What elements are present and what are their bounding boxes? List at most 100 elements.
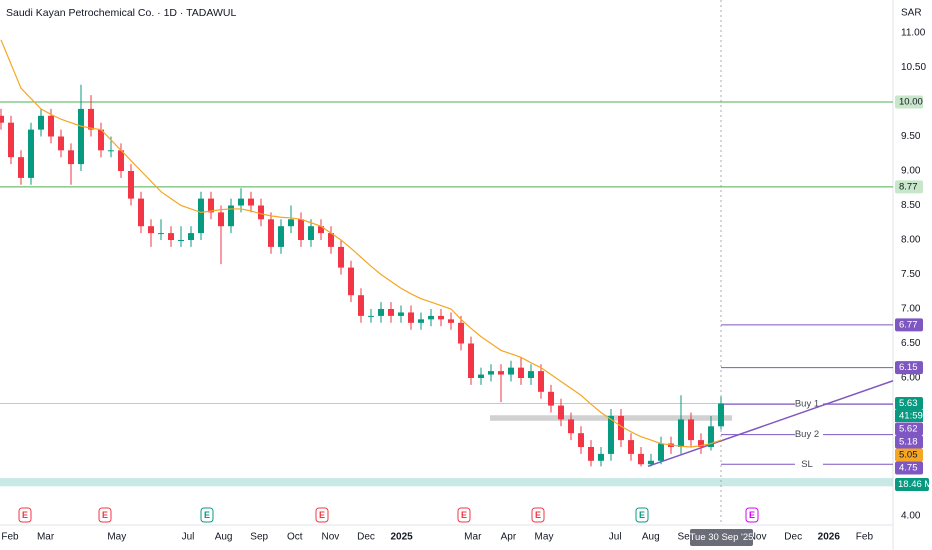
target-label: 6.77 (899, 319, 918, 330)
event-icon (531, 507, 545, 523)
y-tick-label: 11.00 (901, 28, 926, 39)
candle-body (118, 150, 124, 171)
candle-body (538, 371, 544, 392)
event-label: E (639, 510, 645, 520)
moving-average (0, 39, 722, 448)
candle-body (348, 267, 354, 296)
currency: SAR (901, 8, 922, 19)
candle-body (88, 108, 94, 130)
order-label: 4.75 (899, 463, 918, 474)
event-label: E (204, 510, 210, 520)
x-tick-label: May (535, 532, 554, 543)
event-icon (315, 507, 329, 523)
candle-body (568, 419, 574, 434)
target-label: 6.15 (899, 362, 918, 373)
event-label: E (461, 510, 467, 520)
event-label: E (102, 510, 108, 520)
y-tick-label: 7.50 (901, 269, 921, 280)
current-label-bg (895, 397, 923, 411)
y-tick-label: 9.00 (901, 166, 921, 177)
candle-body (508, 367, 514, 375)
candle-body (308, 226, 314, 240)
event-label: E (535, 510, 541, 520)
y-tick-label: 9.50 (901, 131, 921, 142)
candle-body (108, 150, 114, 152)
candle-body (598, 453, 604, 461)
y-tick-label: 8.50 (901, 200, 921, 211)
candle-body (608, 415, 614, 454)
candle-body (328, 233, 334, 247)
candle-body (498, 371, 504, 375)
x-tick-label: Dec (357, 532, 375, 543)
candle-body (648, 460, 654, 465)
x-tick-label: Jul (609, 532, 622, 543)
y-tick-label: 6.00 (901, 373, 921, 384)
candle-body (58, 136, 64, 151)
candle-body (128, 171, 134, 199)
crosshair-date: Tue 30 Sep '25 (690, 532, 754, 543)
order-name: Buy 1 (795, 399, 819, 410)
candle-body (258, 205, 264, 220)
candle-body (368, 315, 374, 317)
x-tick-label: Sep (678, 532, 696, 543)
candle-body (98, 129, 104, 151)
x-tick-label: Nov (322, 532, 340, 543)
candle-body (78, 108, 84, 165)
order-label: 5.18 (899, 437, 918, 448)
ma-label-bg (895, 448, 923, 462)
order-name: SL (801, 459, 813, 470)
candle-body (578, 433, 584, 447)
candle-body (618, 415, 624, 441)
candle-body (678, 419, 684, 447)
candle-body (528, 371, 534, 378)
candle-body (698, 440, 704, 447)
event-icon (457, 507, 471, 523)
x-tick-label: 2025 (390, 532, 413, 543)
x-tick-label: Aug (642, 532, 660, 543)
event-icon (200, 507, 214, 523)
x-tick-label: Sep (250, 532, 268, 543)
candle-body (548, 391, 554, 406)
crosshair-date-bg (690, 529, 753, 546)
candle-body (268, 219, 274, 247)
x-tick-label: Oct (287, 532, 303, 543)
candle-body (488, 371, 494, 375)
x-tick-label: Aug (215, 532, 233, 543)
candle-body (518, 367, 524, 378)
order-label-bg (895, 422, 923, 436)
candle-body (68, 150, 74, 165)
order-label-bg (895, 435, 923, 449)
base-zone (0, 478, 893, 487)
x-tick-label: Mar (37, 532, 55, 543)
event-icon (18, 507, 32, 523)
candle-body (208, 198, 214, 213)
order-label-bg (895, 461, 923, 475)
support-label: 10.00 (899, 97, 923, 108)
target-label-bg (895, 318, 923, 332)
candle-body (178, 240, 184, 241)
candle-body (318, 226, 324, 234)
candle-body (218, 212, 224, 227)
order-name: Buy 2 (795, 429, 819, 440)
x-tick-label: Feb (1, 532, 19, 543)
candle-body (228, 205, 234, 227)
candle-body (458, 322, 464, 344)
event-icon (98, 507, 112, 523)
ma-label: 5.05 (899, 450, 918, 461)
candle-body (708, 426, 714, 447)
candle-body (8, 122, 14, 158)
x-tick-label: May (107, 532, 126, 543)
candle-body (558, 405, 564, 420)
candle-body (338, 246, 344, 268)
candle-body (278, 226, 284, 247)
target-label-bg (895, 361, 923, 375)
candle-body (248, 198, 254, 206)
support-label-bg (895, 180, 923, 194)
candle-body (148, 226, 154, 234)
event-label: E (749, 510, 755, 520)
candle-body (238, 198, 244, 206)
y-tick-label: 6.50 (901, 338, 921, 349)
volume-label: 18.46 M (898, 479, 932, 490)
candle-body (198, 198, 204, 234)
